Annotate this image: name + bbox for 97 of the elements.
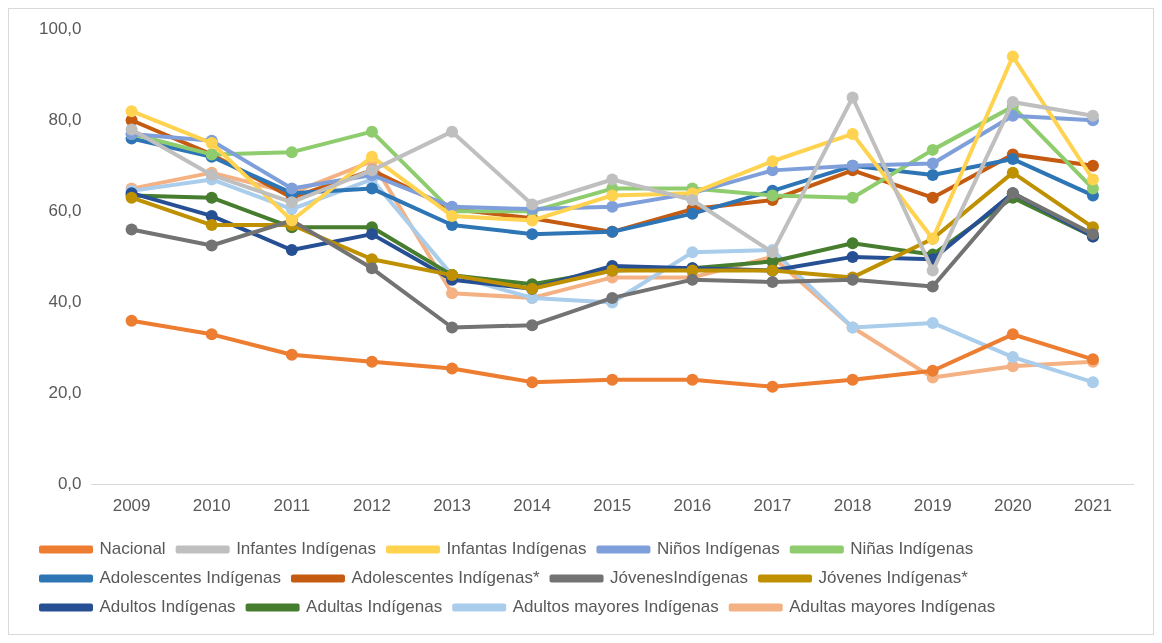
- point: [926, 280, 939, 293]
- legend-label: Adultos Indígenas: [99, 597, 236, 617]
- point: [125, 314, 138, 327]
- point: [365, 182, 378, 195]
- point: [686, 207, 699, 220]
- point: [926, 364, 939, 377]
- point: [1006, 96, 1019, 109]
- point: [365, 228, 378, 241]
- point: [846, 191, 859, 204]
- point: [365, 150, 378, 163]
- point: [766, 189, 779, 202]
- legend-label: JóvenesIndígenas: [610, 568, 749, 588]
- point: [926, 316, 939, 329]
- x-tick-label: 2011: [273, 496, 311, 516]
- point: [606, 173, 619, 186]
- x-tick-label: 2015: [593, 496, 632, 516]
- point: [1006, 166, 1019, 179]
- legend-label: Niños Indígenas: [656, 539, 780, 559]
- point: [446, 362, 459, 375]
- point: [125, 123, 138, 136]
- legend-label: Adultas Indígenas: [306, 597, 443, 617]
- point: [205, 219, 218, 232]
- x-tick-label: 2020: [993, 496, 1032, 516]
- point: [285, 196, 298, 209]
- point: [686, 246, 699, 259]
- point: [446, 125, 459, 138]
- point: [365, 125, 378, 138]
- point: [1006, 152, 1019, 165]
- x-tick-label: 2014: [513, 496, 552, 516]
- point: [926, 157, 939, 170]
- point: [606, 200, 619, 213]
- point: [446, 209, 459, 222]
- point: [446, 321, 459, 334]
- point: [766, 380, 779, 393]
- x-tick-label: 2013: [433, 496, 471, 516]
- point: [846, 250, 859, 263]
- point: [125, 105, 138, 118]
- point: [606, 291, 619, 304]
- point: [846, 237, 859, 250]
- legend-label: Infantas Indígenas: [446, 539, 587, 559]
- point: [285, 244, 298, 257]
- legend-label: Jóvenes Indígenas*: [818, 568, 969, 588]
- x-tick-label: 2018: [833, 496, 872, 516]
- y-tick-label: 100,0: [38, 18, 82, 38]
- y-tick-label: 0,0: [57, 474, 82, 494]
- point: [526, 198, 539, 211]
- point: [1086, 173, 1099, 186]
- point: [1086, 109, 1099, 122]
- point: [205, 328, 218, 341]
- legend-label: Nacional: [99, 539, 166, 559]
- point: [285, 348, 298, 361]
- point: [846, 127, 859, 140]
- point: [606, 373, 619, 386]
- legend-label: Infantes Indígenas: [236, 539, 377, 559]
- point: [365, 355, 378, 368]
- x-tick-label: 2021: [1074, 496, 1112, 516]
- point: [686, 373, 699, 386]
- x-tick-label: 2010: [192, 496, 231, 516]
- point: [285, 182, 298, 195]
- point: [846, 91, 859, 104]
- point: [766, 275, 779, 288]
- point: [205, 191, 218, 204]
- point: [606, 189, 619, 202]
- legend-label: Adultos mayores Indígenas: [512, 597, 719, 617]
- x-tick-label: 2012: [353, 496, 391, 516]
- point: [125, 223, 138, 236]
- point: [926, 168, 939, 181]
- point: [365, 262, 378, 275]
- x-tick-label: 2017: [753, 496, 792, 516]
- x-tick-label: 2019: [913, 496, 952, 516]
- point: [926, 191, 939, 204]
- legend-label: Adolescentes Indígenas: [99, 568, 281, 588]
- point: [1086, 159, 1099, 172]
- point: [926, 264, 939, 277]
- x-tick-label: 2016: [673, 496, 712, 516]
- point: [1006, 351, 1019, 364]
- point: [446, 287, 459, 300]
- point: [766, 155, 779, 168]
- point: [686, 193, 699, 206]
- y-tick-label: 80,0: [48, 109, 82, 129]
- point: [926, 143, 939, 156]
- point: [1006, 328, 1019, 341]
- point: [846, 373, 859, 386]
- point: [526, 319, 539, 332]
- y-tick-label: 40,0: [48, 292, 82, 312]
- legend-label: Niñas Indígenas: [850, 539, 974, 559]
- legend-label: Adultas mayores Indígenas: [789, 597, 996, 617]
- point: [1086, 376, 1099, 389]
- point: [1006, 50, 1019, 63]
- point: [205, 239, 218, 252]
- legend-label: Adolescentes Indígenas*: [351, 568, 540, 588]
- point: [285, 146, 298, 159]
- y-tick-label: 20,0: [48, 383, 82, 403]
- point: [526, 228, 539, 241]
- y-tick-label: 60,0: [48, 201, 82, 221]
- x-tick-label: 2009: [112, 496, 151, 516]
- point: [526, 376, 539, 389]
